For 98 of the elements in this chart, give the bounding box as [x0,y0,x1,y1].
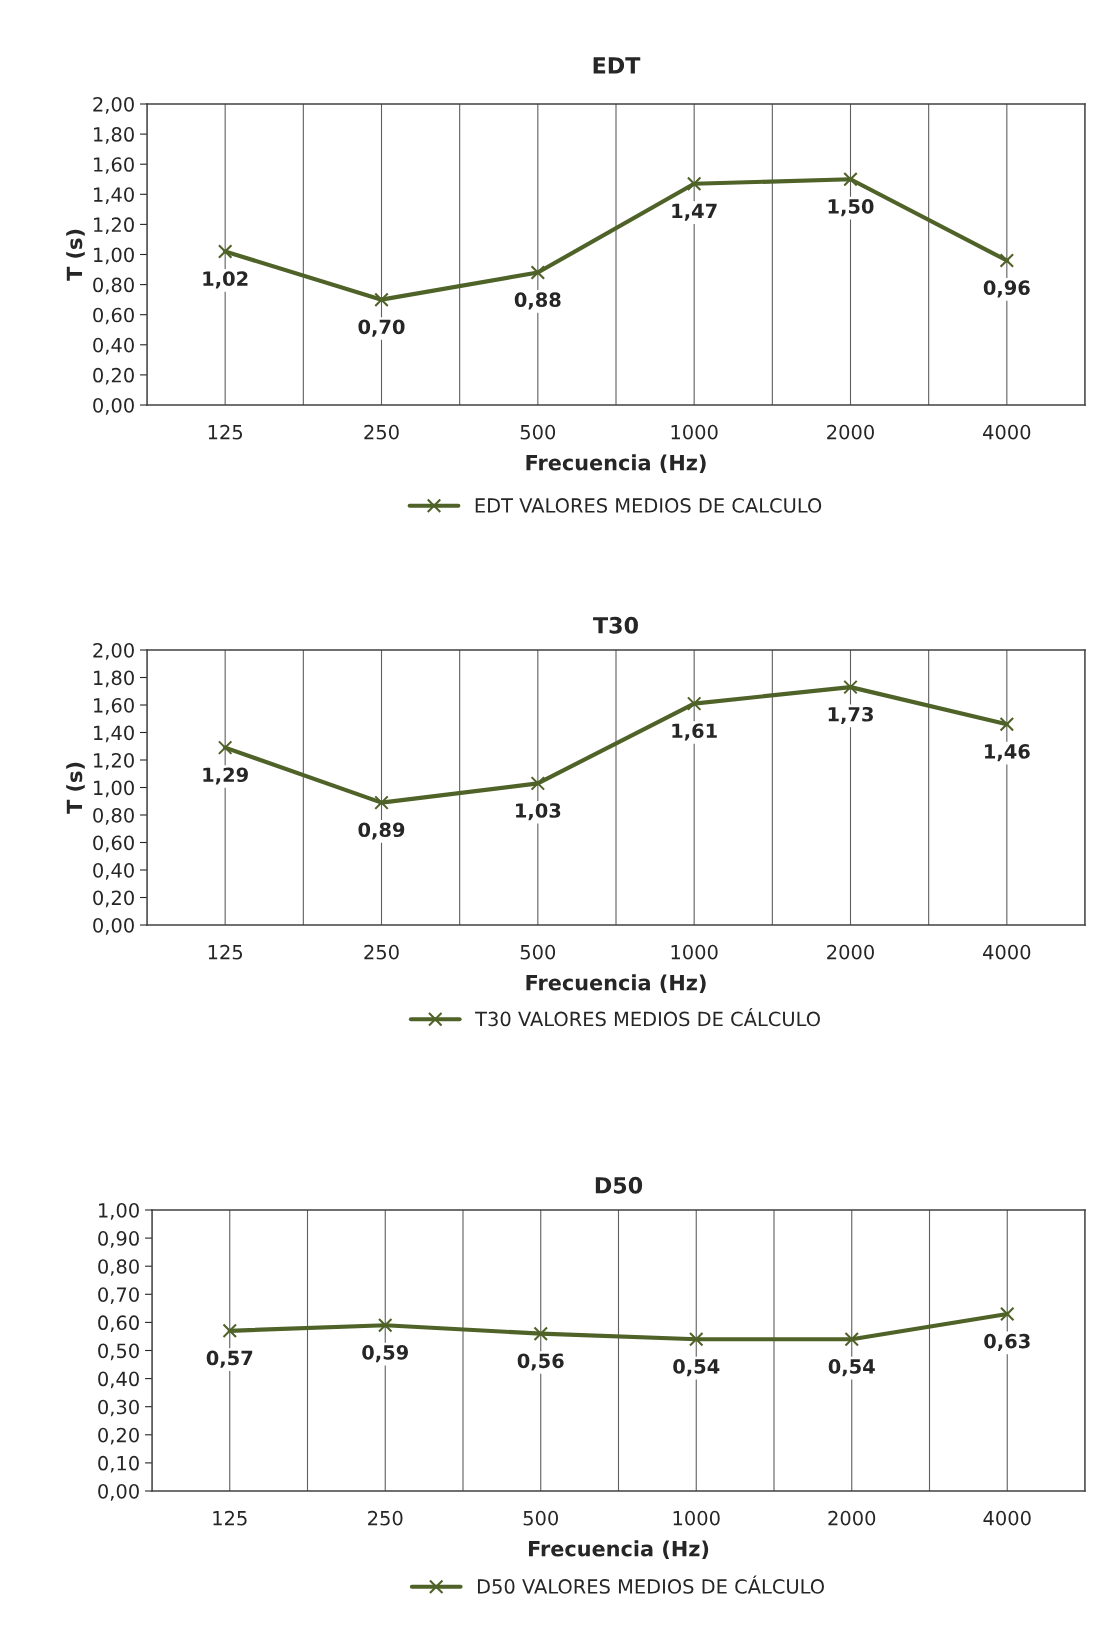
data-label: 1,29 [203,767,248,785]
x-tick-label: 2000 [828,1510,876,1526]
point [843,679,858,695]
x-tick-label: 1000 [673,1510,720,1526]
y-tick-label: 0,60 [93,835,134,853]
y-tick-label: 0,10 [98,1455,139,1473]
chart-title: T30 [593,616,638,634]
x-tick-label: 4000 [983,944,1031,960]
x-tick-label: 250 [364,944,399,960]
chart-title: EDT [593,57,641,74]
x-axis-title: Frecuencia (Hz) [526,974,706,993]
point [686,696,702,711]
x-tick-label: 250 [368,1510,403,1526]
point [688,1331,704,1347]
x-tick-label: 250 [364,424,399,440]
y-tick-label: 2,00 [93,642,134,660]
point [377,1317,393,1333]
y-tick-label: 0,80 [93,277,134,295]
data-label: 0,96 [983,280,1030,298]
y-tick-label: 0,80 [93,807,134,825]
y-tick-label: 0,70 [98,1287,139,1304]
y-tick-label: 1,20 [94,752,134,770]
y-tick-label: 0,60 [98,1315,139,1333]
data-label: 1,03 [516,803,561,821]
data-label: 0,89 [358,822,405,840]
y-tick-label: 0,20 [93,890,134,908]
point [374,292,389,307]
data-label: 0,54 [828,1359,875,1377]
y-tick-label: 0,30 [98,1399,139,1417]
x-tick-label: 1000 [671,944,718,960]
y-tick-label: 0,00 [93,397,134,415]
data-label: 0,54 [673,1359,720,1377]
y-tick-label: 0,00 [93,917,134,935]
y-tick-label: 0,80 [98,1259,139,1276]
x-tick-label: 500 [523,1510,559,1526]
point [530,265,546,280]
point [999,253,1015,268]
point [374,795,389,810]
data-label: 0,57 [206,1350,253,1368]
y-tick-label: 0,40 [93,862,134,880]
x-axis-title: Frecuencia (Hz) [528,1540,709,1559]
point [844,1331,860,1347]
data-label: 0,56 [517,1353,564,1371]
x-axis-title: Frecuencia (Hz) [526,454,706,473]
y-tick-label: 1,00 [94,780,134,798]
y-tick-label: 1,80 [94,127,134,144]
point [222,1323,238,1339]
point [999,716,1015,732]
y-tick-label: 1,00 [99,1202,139,1220]
y-tick-label: 2,00 [93,96,134,114]
x-tick-label: 2000 [827,944,874,960]
y-tick-label: 0,20 [93,367,134,385]
data-label: 0,88 [514,292,561,310]
data-label: 1,02 [203,271,248,289]
data-label: 0,63 [984,1333,1030,1351]
data-label: 0,70 [358,319,405,337]
y-tick-label: 1,40 [94,725,134,743]
x-tick-label: 500 [520,424,556,440]
y-axis-title: T (s) [66,229,85,281]
y-tick-label: 0,40 [98,1371,139,1389]
data-label: 1,73 [828,706,873,725]
point [686,176,702,192]
data-label: 1,47 [672,203,717,221]
x-tick-label: 1000 [671,424,718,440]
y-tick-label: 0,40 [93,337,134,355]
y-tick-label: 1,60 [94,697,134,715]
x-tick-label: 2000 [827,424,874,440]
x-tick-label: 4000 [983,1510,1031,1526]
y-tick-label: 1,40 [94,187,134,204]
point [217,740,233,755]
chart-title: D50 [595,1176,643,1194]
y-tick-label: 1,80 [94,670,134,688]
y-tick-label: 0,20 [98,1427,139,1445]
data-label: 0,59 [362,1345,408,1363]
x-tick-label: 125 [208,944,243,960]
x-tick-label: 125 [213,1510,247,1526]
data-label: 1,46 [985,744,1030,762]
legend-label: T30 VALORES MEDIOS DE CÁLCULO [475,1008,820,1027]
legend-label: EDT VALORES MEDIOS DE CALCULO [475,498,822,513]
y-tick-label: 0,90 [98,1231,139,1248]
y-tick-label: 1,20 [94,217,134,235]
data-label: 1,50 [828,199,874,217]
point [843,171,858,187]
y-tick-label: 0,00 [98,1483,139,1501]
legend-label: D50 VALORES MEDIOS DE CÁLCULO [477,1575,824,1594]
x-tick-label: 4000 [983,424,1031,440]
y-tick-label: 0,50 [98,1343,139,1361]
y-tick-label: 1,60 [94,157,134,174]
y-axis-title: T (s) [66,762,85,814]
y-tick-label: 1,00 [94,247,134,265]
point [217,244,233,259]
point [533,1326,549,1341]
y-tick-label: 0,60 [93,307,134,325]
data-label: 1,61 [672,723,717,741]
point [530,776,546,791]
point [999,1306,1015,1322]
x-tick-label: 500 [520,944,556,960]
x-tick-label: 125 [208,424,243,440]
